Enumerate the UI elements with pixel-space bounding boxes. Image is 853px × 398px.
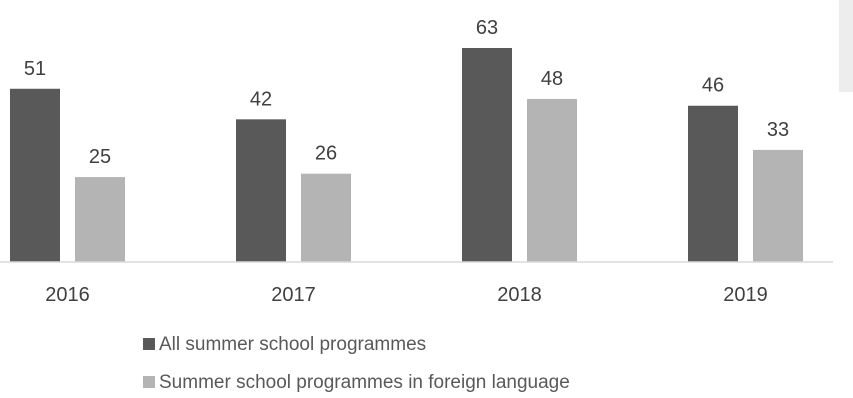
data-labels-group: 51 25 42 26 63 48 46 33 [24, 17, 789, 168]
data-label-2016-series-2: 25 [89, 146, 111, 168]
legend-item-foreign-language: Summer school programmes in foreign lang… [143, 372, 570, 394]
bars-group [10, 48, 803, 262]
data-label-2017-series-2: 26 [315, 143, 337, 165]
legend-label-foreign-language: Summer school programmes in foreign lang… [159, 372, 570, 393]
legend-swatch-foreign-language [143, 376, 155, 388]
bar-2016-series-1 [10, 88, 60, 262]
data-label-2019-series-2: 33 [767, 119, 789, 141]
legend-label-all-programmes: All summer school programmes [159, 334, 427, 355]
bar-2017-series-1 [236, 119, 286, 262]
x-tick-label-2017: 2017 [271, 284, 316, 306]
x-tick-labels-group: 2016 2017 2018 2019 [45, 284, 768, 306]
data-label-2017-series-1: 42 [250, 88, 272, 110]
data-label-2019-series-1: 46 [702, 75, 724, 97]
bar-2017-series-2 [301, 173, 351, 262]
data-label-2018-series-1: 63 [476, 17, 498, 39]
bar-2018-series-2 [527, 98, 577, 262]
x-tick-label-2016: 2016 [45, 284, 90, 306]
legend-swatch-all-programmes [143, 338, 155, 350]
bar-2018-series-1 [462, 48, 512, 262]
scrollbar[interactable] [839, 0, 853, 92]
bar-2016-series-2 [75, 177, 125, 262]
bar-2019-series-1 [688, 105, 738, 262]
bar-2019-series-2 [753, 149, 803, 262]
data-label-2016-series-1: 51 [24, 58, 46, 80]
data-label-2018-series-2: 48 [541, 68, 563, 90]
legend-item-all-programmes: All summer school programmes [143, 334, 426, 356]
x-tick-label-2019: 2019 [723, 284, 768, 306]
x-tick-label-2018: 2018 [497, 284, 542, 306]
